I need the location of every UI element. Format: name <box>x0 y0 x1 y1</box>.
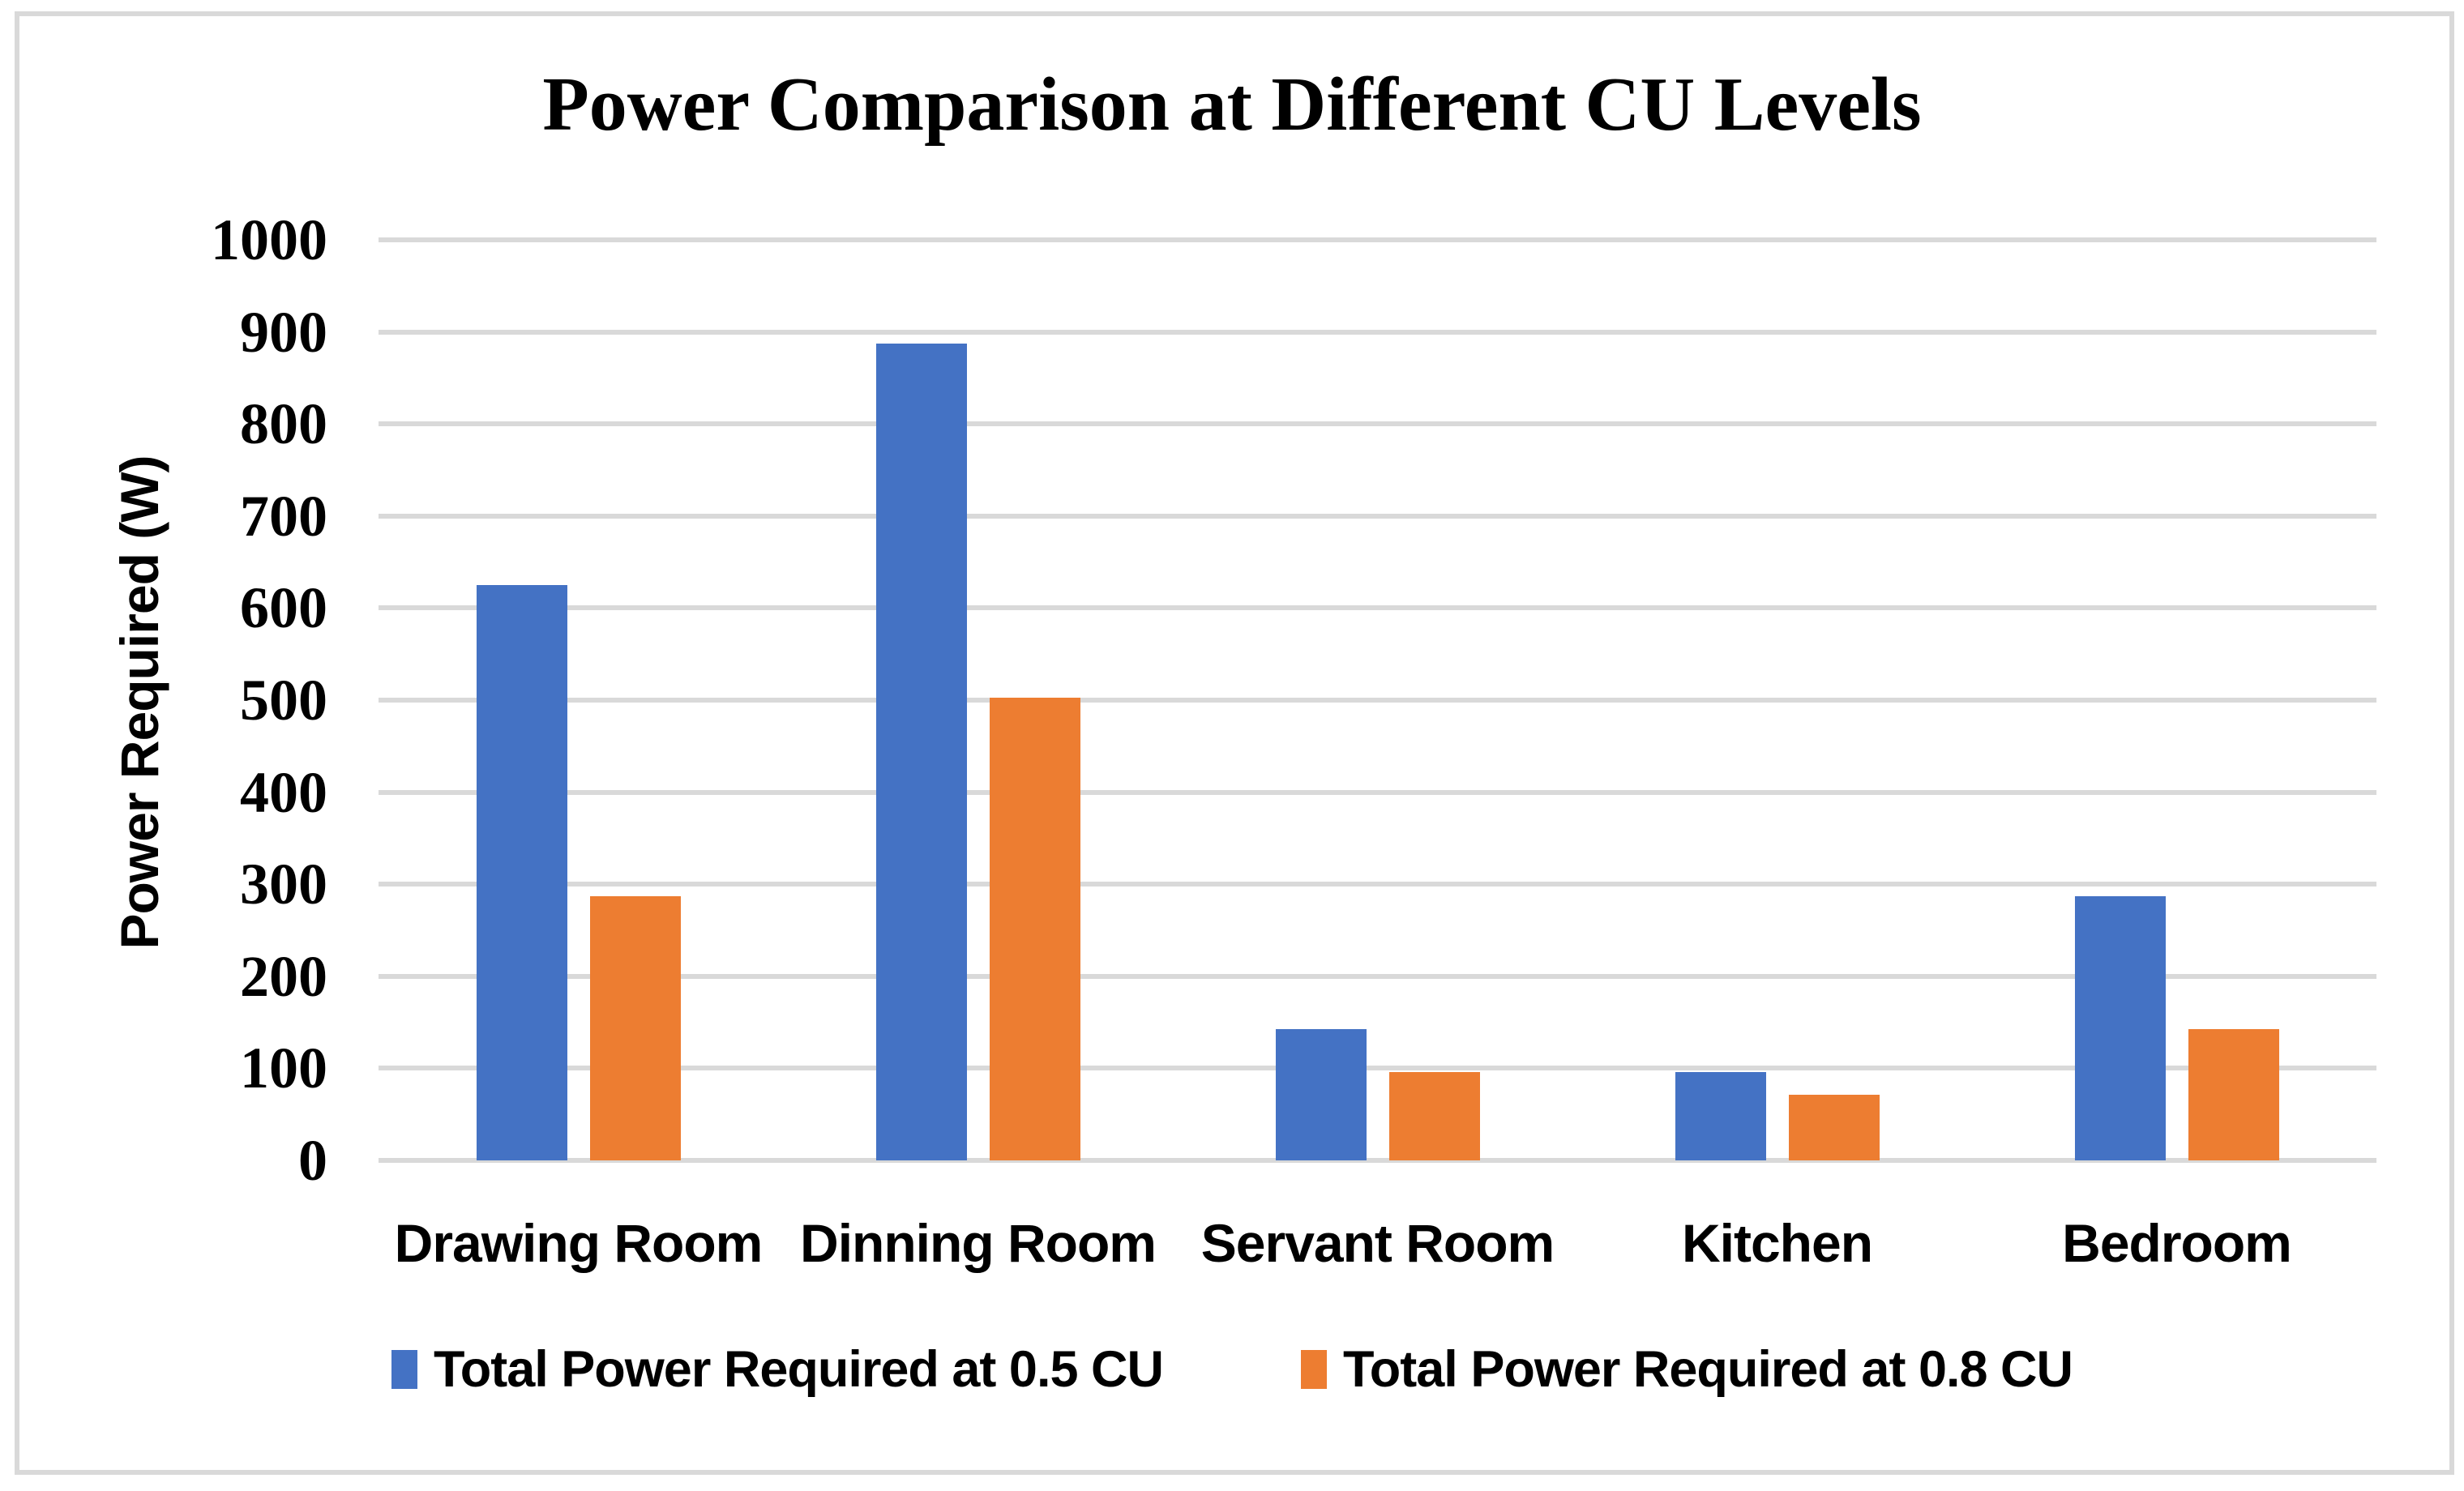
legend-label: Total Power Required at 0.8 CU <box>1343 1341 2073 1398</box>
chart-title: Power Comparison at Different CU Levels <box>542 62 1922 147</box>
gridline-800 <box>379 421 2376 427</box>
legend: Total Power Required at 0.5 CU Total Powe… <box>0 1337 2464 1402</box>
bar-series-total-power-required-at-0-8-cu-bedroom <box>2188 1028 2279 1160</box>
y-tick-label-300: 300 <box>240 852 327 917</box>
x-category-label-dinning-room: Dinning Room <box>800 1213 1157 1273</box>
bar-series-total-power-required-at-0-5-cu-servant-room <box>1275 1028 1367 1160</box>
legend-item-total-power-required-at-0-5-cu: Total Power Required at 0.5 CU <box>391 1340 1164 1399</box>
gridline-0 <box>379 1158 2376 1163</box>
gridline-200 <box>379 973 2376 979</box>
legend-label: Total Power Required at 0.5 CU <box>433 1341 1164 1398</box>
gridline-400 <box>379 789 2376 795</box>
legend-swatch-icon <box>1301 1350 1327 1389</box>
x-category-label-kitchen: Kitchen <box>1681 1213 1873 1273</box>
y-tick-label-400: 400 <box>240 759 327 825</box>
x-category-label-bedroom: Bedroom <box>2062 1213 2292 1273</box>
x-category-label-drawing-room: Drawing Room <box>394 1213 764 1273</box>
y-tick-label-800: 800 <box>240 391 327 457</box>
legend-item-total-power-required-at-0-8-cu: Total Power Required at 0.8 CU <box>1301 1340 2073 1399</box>
bar-series-total-power-required-at-0-5-cu-kitchen <box>1675 1071 1766 1160</box>
y-tick-label-1000: 1000 <box>211 207 327 272</box>
gridline-1000 <box>379 237 2376 242</box>
bar-series-total-power-required-at-0-5-cu-drawing-room <box>476 585 567 1160</box>
y-tick-label-600: 600 <box>240 575 327 641</box>
y-tick-label-900: 900 <box>240 299 327 365</box>
y-tick-label-100: 100 <box>240 1036 327 1101</box>
x-axis-category-labels: Drawing Room Dinning Room Servant Room Kitc… <box>379 1212 2376 1280</box>
plot-area <box>379 237 2376 1163</box>
gridline-100 <box>379 1066 2376 1071</box>
gridline-700 <box>379 513 2376 519</box>
gridline-900 <box>379 329 2376 335</box>
gridline-500 <box>379 698 2376 703</box>
bar-series-total-power-required-at-0-8-cu-kitchen <box>1788 1095 1880 1160</box>
bar-series-total-power-required-at-0-8-cu-dinning-room <box>989 697 1080 1160</box>
y-tick-label-200: 200 <box>240 943 327 1009</box>
y-tick-label-700: 700 <box>240 483 327 549</box>
gridline-300 <box>379 882 2376 887</box>
y-tick-label-0: 0 <box>298 1128 327 1193</box>
y-axis-tick-labels: 0 100 200 300 400 500 600 700 800 900 1000 <box>0 0 327 1491</box>
bar-series-total-power-required-at-0-8-cu-drawing-room <box>589 895 681 1160</box>
bar-series-total-power-required-at-0-8-cu-servant-room <box>1388 1071 1480 1160</box>
y-tick-label-500: 500 <box>240 668 327 733</box>
x-category-label-servant-room: Servant Room <box>1200 1213 1555 1273</box>
bar-series-total-power-required-at-0-5-cu-bedroom <box>2074 895 2166 1160</box>
bar-series-total-power-required-at-0-5-cu-dinning-room <box>875 344 967 1160</box>
legend-swatch-icon <box>391 1350 417 1389</box>
gridline-600 <box>379 605 2376 611</box>
